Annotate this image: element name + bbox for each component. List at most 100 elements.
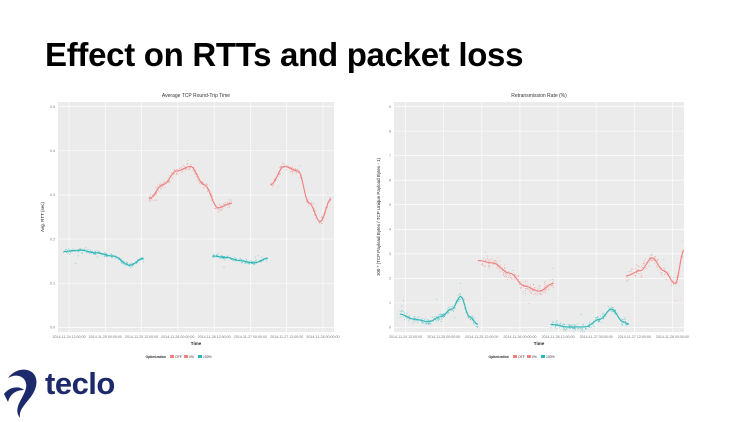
data-point xyxy=(227,201,229,203)
data-point xyxy=(513,278,515,280)
data-point xyxy=(77,255,79,257)
data-point xyxy=(117,258,119,261)
data-point xyxy=(287,164,289,166)
data-point xyxy=(274,177,276,179)
data-point xyxy=(668,273,670,275)
data-point xyxy=(217,208,220,210)
data-point xyxy=(673,279,675,281)
data-point xyxy=(96,256,98,258)
data-point xyxy=(313,203,315,205)
data-point xyxy=(306,201,308,203)
data-point xyxy=(196,176,198,178)
y-tick-label: 0.4 xyxy=(50,149,55,153)
data-point xyxy=(440,318,442,320)
y-tick-label: 5 xyxy=(389,203,391,207)
data-point xyxy=(582,331,584,333)
data-point xyxy=(524,281,527,283)
data-point xyxy=(544,280,546,282)
data-point xyxy=(130,267,132,269)
data-point xyxy=(482,264,484,266)
data-point xyxy=(206,184,208,186)
data-point xyxy=(511,278,513,280)
data-point xyxy=(447,308,449,310)
data-point xyxy=(504,267,506,269)
data-point xyxy=(682,249,684,251)
data-point xyxy=(64,249,66,251)
data-point xyxy=(504,275,506,277)
data-point xyxy=(566,327,568,329)
data-point xyxy=(595,318,597,320)
x-tick-label: 2014-11-26 00:00:00 xyxy=(161,335,194,339)
data-point xyxy=(592,323,594,326)
data-point xyxy=(218,203,221,205)
data-point xyxy=(487,255,489,257)
trend-line xyxy=(148,165,232,209)
data-point xyxy=(281,162,283,164)
data-point xyxy=(67,252,69,254)
data-point xyxy=(137,261,139,264)
data-point xyxy=(402,316,404,318)
data-point xyxy=(548,286,551,288)
data-point xyxy=(520,288,522,290)
data-point xyxy=(81,252,83,254)
data-point xyxy=(141,257,143,259)
data-point xyxy=(186,163,188,165)
data-point xyxy=(643,263,645,265)
data-point xyxy=(517,278,520,280)
data-point xyxy=(601,321,603,323)
data-point xyxy=(554,327,556,329)
data-point xyxy=(534,286,536,288)
data-point xyxy=(527,288,529,290)
data-point xyxy=(190,163,192,165)
data-point xyxy=(283,166,286,168)
data-point xyxy=(399,316,401,318)
data-point xyxy=(211,195,214,197)
data-point xyxy=(541,294,543,296)
data-point xyxy=(564,329,566,331)
data-point xyxy=(142,258,144,260)
x-tick-label: 2014-11-27 00:00:00 xyxy=(580,335,613,339)
data-point xyxy=(571,325,573,327)
data-point xyxy=(86,252,88,254)
data-point xyxy=(623,319,625,321)
logo-swoosh-accent-icon xyxy=(4,387,24,402)
data-point xyxy=(439,314,441,316)
data-point xyxy=(270,182,272,184)
data-point xyxy=(643,260,645,262)
data-point xyxy=(582,324,584,326)
data-point xyxy=(424,323,426,325)
data-point xyxy=(488,268,490,270)
x-tick-label: 2014-11-24 12:00:00 xyxy=(389,335,422,339)
data-point xyxy=(210,193,212,195)
data-point xyxy=(450,306,452,308)
data-point xyxy=(605,315,607,317)
data-point xyxy=(549,279,551,281)
data-point xyxy=(598,321,600,323)
data-point xyxy=(581,329,583,331)
data-point xyxy=(227,256,229,258)
data-point xyxy=(602,315,604,317)
data-point xyxy=(156,199,158,201)
data-point xyxy=(602,312,604,314)
data-point xyxy=(227,206,229,208)
data-point xyxy=(188,168,191,171)
y-tick-label: 0.3 xyxy=(50,193,55,197)
data-point xyxy=(624,318,626,321)
data-point xyxy=(521,287,523,289)
data-point xyxy=(220,209,222,211)
data-point xyxy=(403,319,406,321)
data-point xyxy=(198,180,200,182)
data-point xyxy=(263,257,265,259)
x-tick-label: 2014-11-26 00:00:00 xyxy=(503,335,536,339)
data-point xyxy=(533,294,535,296)
data-point xyxy=(607,306,609,308)
data-point xyxy=(506,278,508,280)
data-point xyxy=(192,169,194,172)
data-point xyxy=(204,186,206,188)
data-point xyxy=(563,329,565,331)
data-point xyxy=(491,258,493,260)
data-point xyxy=(533,287,535,289)
data-point xyxy=(557,320,559,322)
teclo-logo xyxy=(4,369,37,418)
data-point xyxy=(168,180,170,182)
